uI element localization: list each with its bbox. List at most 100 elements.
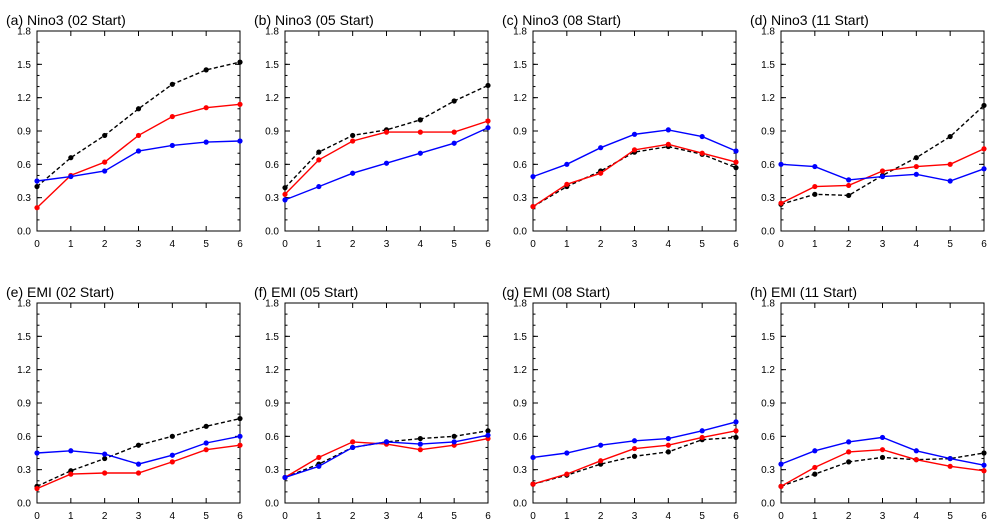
y-tick-label: 1.8 [761, 27, 775, 38]
x-tick-label: 4 [914, 239, 920, 250]
data-point [135, 148, 142, 154]
y-tick-label: 0.9 [513, 127, 527, 138]
y-tick-label: 1.8 [265, 299, 279, 310]
data-point [34, 450, 40, 456]
data-point [812, 448, 818, 454]
data-point [451, 98, 457, 104]
data-point [699, 434, 705, 441]
x-tick-label: 3 [880, 239, 886, 250]
data-point [203, 67, 209, 73]
data-point [169, 452, 175, 458]
data-point [947, 463, 953, 469]
data-point [879, 168, 886, 174]
x-tick-label: 4 [170, 511, 176, 522]
y-tick-label: 0.6 [761, 432, 775, 443]
data-point [451, 439, 457, 445]
panel-title: (a) Nino3 (02 Start) [6, 12, 126, 28]
x-tick-label: 4 [666, 511, 672, 522]
data-point [34, 178, 40, 184]
data-point [631, 445, 638, 452]
data-point [102, 451, 108, 457]
data-point [102, 132, 108, 139]
data-point [631, 131, 638, 137]
x-tick-label: 0 [778, 239, 784, 250]
data-point [135, 132, 142, 139]
data-point [665, 141, 671, 147]
y-tick-label: 1.5 [761, 332, 775, 343]
data-point [417, 435, 423, 442]
y-tick-label: 0.6 [761, 160, 775, 171]
data-point [665, 127, 671, 133]
y-tick-label: 0.0 [17, 227, 31, 238]
data-point [981, 462, 987, 468]
data-point [879, 447, 886, 453]
y-tick-label: 1.2 [265, 365, 279, 376]
data-point [564, 181, 570, 187]
data-point [778, 483, 784, 489]
data-point [947, 178, 953, 184]
x-tick-label: 6 [485, 511, 491, 522]
y-tick-label: 0.6 [513, 432, 527, 443]
y-tick-label: 1.8 [265, 27, 279, 38]
x-tick-label: 1 [68, 239, 74, 250]
data-point [282, 185, 288, 191]
y-tick-label: 0.0 [513, 227, 527, 238]
x-tick-label: 5 [451, 239, 457, 250]
plot-frame [780, 302, 985, 504]
data-point [316, 454, 322, 461]
data-point [135, 442, 142, 448]
data-point [417, 117, 423, 123]
data-point [981, 146, 987, 152]
data-point [699, 133, 705, 140]
data-point [733, 148, 739, 154]
x-tick-label: 1 [812, 511, 818, 522]
chart-panel: (h) EMI (11 Start) 0.0 0.3 0.6 0.9 1.2 1.5 1.8 0… [750, 284, 987, 522]
data-point [383, 129, 390, 135]
y-tick-label: 1.2 [761, 93, 775, 104]
data-point [350, 132, 356, 139]
data-point [34, 485, 40, 492]
data-point [237, 433, 243, 439]
plot-frame [532, 302, 737, 504]
data-point [846, 192, 852, 199]
data-point [631, 453, 638, 459]
data-point [530, 203, 536, 210]
x-tick-label: 1 [316, 511, 322, 522]
x-tick-label: 6 [237, 511, 243, 522]
data-point [846, 182, 852, 189]
x-tick-label: 0 [282, 239, 288, 250]
y-tick-label: 0.9 [17, 399, 31, 410]
data-point [451, 433, 457, 439]
data-point [203, 447, 209, 453]
series-line [36, 435, 241, 465]
data-point [947, 133, 953, 140]
data-point [68, 155, 74, 161]
x-tick-label: 1 [812, 239, 818, 250]
data-point [169, 142, 175, 149]
data-point [102, 159, 108, 165]
y-tick-label: 0.3 [265, 193, 279, 204]
x-tick-label: 6 [733, 511, 739, 522]
data-point [812, 191, 818, 197]
data-point [733, 419, 739, 425]
data-point [665, 449, 671, 455]
x-tick-label: 2 [350, 239, 356, 250]
data-point [485, 82, 491, 89]
data-point [135, 106, 142, 112]
data-point [485, 125, 491, 131]
x-tick-label: 5 [947, 511, 953, 522]
data-point [598, 458, 604, 464]
data-point [135, 470, 142, 476]
x-tick-label: 0 [34, 239, 40, 250]
series-line [532, 436, 737, 485]
chart-panel: (f) EMI (05 Start) 0.0 0.3 0.6 0.9 1.2 1.5 1.8 0… [254, 284, 491, 522]
x-tick-label: 3 [384, 511, 390, 522]
data-point [68, 448, 74, 454]
data-point [913, 171, 919, 177]
x-tick-label: 3 [880, 511, 886, 522]
data-point [169, 81, 175, 87]
y-tick-label: 1.2 [17, 365, 31, 376]
y-tick-label: 0.3 [761, 465, 775, 476]
data-point [846, 439, 852, 445]
data-point [913, 448, 919, 454]
